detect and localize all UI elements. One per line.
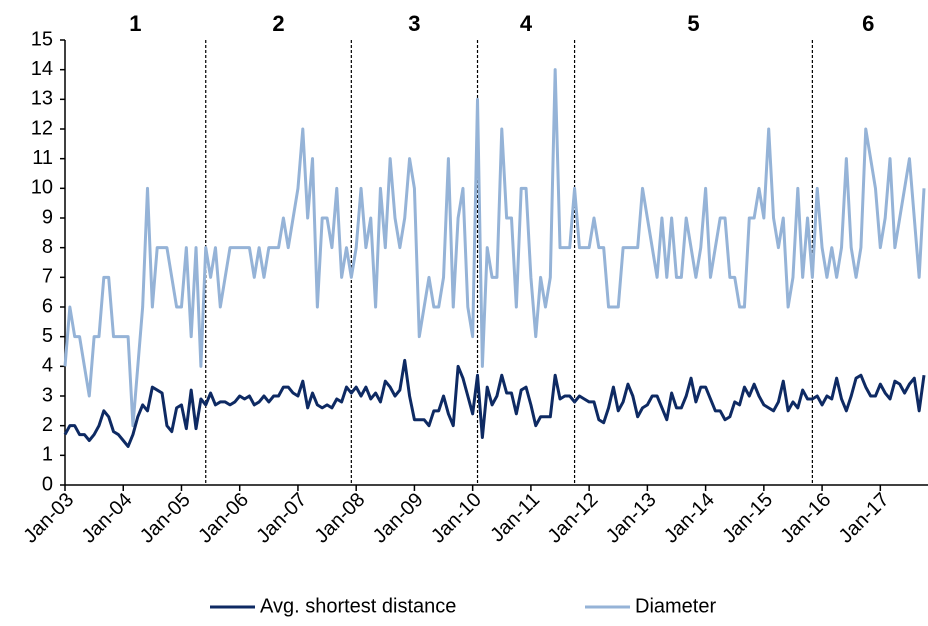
- y-tick-label: 13: [31, 88, 53, 110]
- x-tick-label: Jan-09: [369, 489, 428, 548]
- series-line: [63, 358, 926, 448]
- x-tick-label: Jan-05: [136, 489, 195, 548]
- y-tick-label: 0: [42, 473, 53, 495]
- y-tick-label: 12: [31, 117, 53, 139]
- period-label: 3: [408, 11, 420, 36]
- period-label: 4: [520, 11, 533, 36]
- y-tick-label: 4: [42, 355, 53, 377]
- y-tick-label: 11: [32, 147, 53, 169]
- period-label: 6: [862, 11, 874, 36]
- legend-label: Diameter: [635, 595, 716, 617]
- x-tick-label: Jan-15: [718, 489, 777, 548]
- y-tick-label: 6: [42, 295, 53, 317]
- x-tick-label: Jan-03: [19, 489, 78, 548]
- y-tick-label: 8: [42, 236, 53, 258]
- x-tick-label: Jan-14: [660, 489, 719, 548]
- period-label: 1: [129, 11, 141, 36]
- series-line: [63, 68, 926, 428]
- x-tick-label: Jan-10: [427, 489, 486, 548]
- y-tick-label: 2: [42, 414, 53, 436]
- y-tick-label: 7: [42, 266, 53, 288]
- x-tick-label: Jan-16: [777, 489, 836, 548]
- y-tick-label: 5: [42, 325, 53, 347]
- x-tick-label: Jan-13: [602, 489, 661, 548]
- x-tick-label: Jan-17: [835, 489, 894, 548]
- y-tick-label: 15: [31, 28, 53, 50]
- x-tick-label: Jan-04: [78, 489, 137, 548]
- period-label: 5: [687, 11, 699, 36]
- legend-label: Avg. shortest distance: [260, 595, 456, 617]
- y-tick-label: 10: [31, 177, 53, 199]
- y-tick-label: 14: [31, 58, 53, 80]
- y-tick-label: 3: [42, 384, 53, 406]
- x-tick-label: Jan-06: [194, 489, 253, 548]
- y-tick-label: 1: [42, 444, 53, 466]
- x-tick-label: Jan-07: [252, 489, 311, 548]
- x-tick-label: Jan-12: [544, 489, 603, 548]
- x-tick-label: Jan-08: [311, 489, 370, 548]
- period-label: 2: [272, 11, 284, 36]
- y-tick-label: 9: [42, 206, 53, 228]
- x-tick-label: Jan-11: [486, 489, 544, 547]
